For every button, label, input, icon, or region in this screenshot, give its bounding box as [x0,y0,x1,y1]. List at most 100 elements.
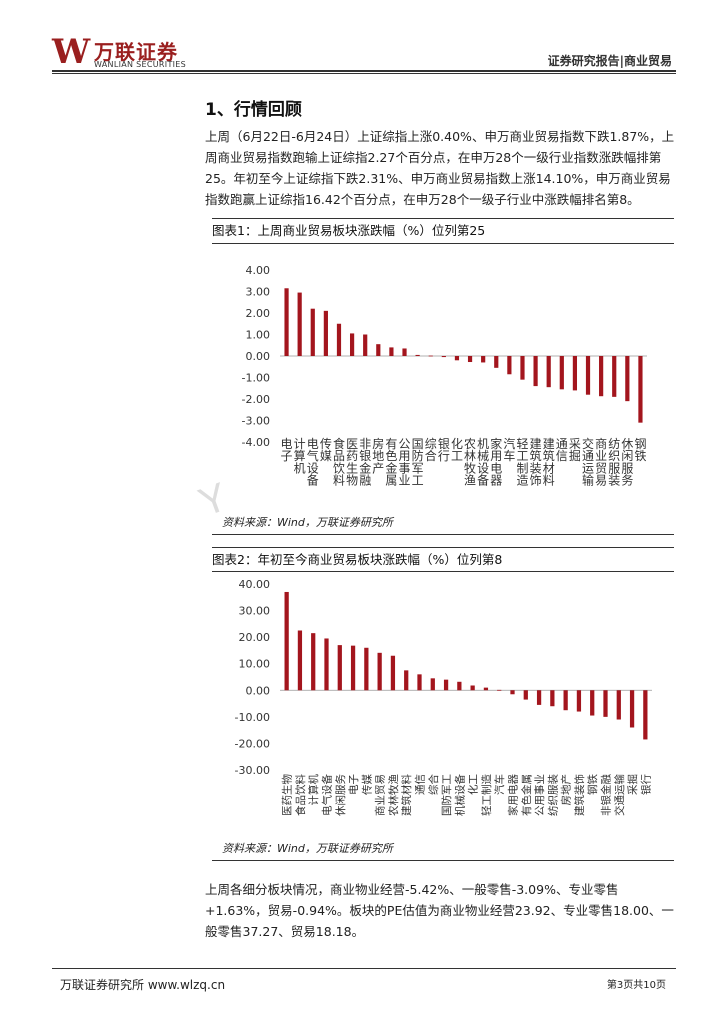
bar-综合 [430,678,435,691]
x-category-label: 农林牧渔 [387,774,400,816]
bar-轻工制造 [520,356,525,380]
x-category-label: 医药生物 [281,774,294,816]
x-category-label: 轻工制造 [516,437,528,488]
bar-电子 [350,645,356,691]
bar-电气设备 [324,638,329,691]
x-category-label: 机械设备 [453,774,466,816]
bar-家用电器 [494,356,499,368]
figure1-title-rule [212,243,674,244]
figure1-source: 资料来源：Wind，万联证券研究所 [222,516,393,529]
logo-en-text: WANLIAN SECURITIES [94,60,187,69]
bar-国防军工 [443,679,449,691]
bar-采掘 [572,356,578,391]
x-category-label: 通信 [415,774,427,795]
x-category-label: 商业贸易 [374,774,387,816]
bar-非银金融 [603,690,608,717]
bar-有色金属 [389,347,394,356]
bar-机械设备 [481,356,486,363]
x-category-label: 银行 [639,774,652,795]
bar-轻工制造 [483,687,489,691]
bar-休闲服务 [337,645,342,691]
x-category-label: 非银金融 [359,437,371,488]
x-category-label: 化工 [451,437,463,463]
x-category-label: 综合 [427,774,440,795]
x-category-label: 商业贸易 [595,436,607,488]
x-category-label: 非银金融 [600,774,613,816]
y-tick-label: -4.00 [242,436,270,449]
bar-机械设备 [457,681,462,691]
x-category-label: 休闲服务 [621,437,633,488]
x-category-label: 计算机 [307,774,320,806]
x-category-label: 计算机 [294,437,306,475]
bar-休闲服务 [625,356,630,402]
section-title: 1、行情回顾 [205,100,302,120]
bar-钢铁 [638,356,643,423]
x-category-label: 采掘 [626,774,639,795]
x-category-label: 建筑材料 [400,774,413,816]
x-category-label: 建筑装饰 [573,774,586,816]
x-category-label: 有色金属 [385,437,397,488]
bar-化工 [470,685,475,691]
chart-weekly-change: 4.00 3.00 2.00 1.00 0.00 -1.00 -2.00 -3.00 -4.00… [242,264,647,488]
x-category-label: 公用事业 [399,437,411,488]
bar-纺织服装 [612,356,617,397]
y-tick-label: -20.00 [235,737,270,750]
y-tick-label: 4.00 [246,264,271,277]
bar-交通运输 [616,690,621,720]
bar-房地产 [563,690,568,711]
subsector-paragraph: 上周各细分板块情况，商业物业经营-5.42%、一般零售-3.09%、专业零售+1… [205,882,674,939]
x-category-label: 银行 [438,437,450,463]
bar-医药生物 [349,333,355,356]
y-tick-label: -1.00 [242,372,270,385]
y-tick-label: -2.00 [242,393,270,406]
bar-计算机 [297,292,302,356]
bar-采掘 [629,690,635,728]
x-category-label: 有色金属 [520,774,533,816]
bar-公用事业 [536,690,542,705]
bar-国防军工 [415,354,420,356]
bar-商业贸易 [377,652,382,691]
y-tick-label: 1.00 [246,329,271,342]
bar-综合 [428,355,433,357]
x-category-label: 建筑装饰 [530,437,542,488]
x-category-label: 电气设备 [321,774,334,816]
y-tick-label: 30.00 [239,605,271,618]
x-category-label: 化工 [467,774,480,795]
market-review-paragraph: 上周（6月22日-6月24日）上证综指上涨0.40%、申万商业贸易指数下跌1.8… [205,129,675,207]
bar-家用电器 [510,690,515,695]
figure2-title: 图表2：年初至今商业贸易板块涨跌幅（%）位列第8 [212,552,503,567]
bar-计算机 [311,633,316,691]
y-tick-label: 0.00 [246,684,271,697]
y-tick-label: 20.00 [239,631,271,644]
x-category-label: 交通运输 [582,436,594,488]
x-category-label: 电子 [281,437,293,463]
x-category-label: 房地产 [560,774,573,806]
y-tick-label: 10.00 [239,658,271,671]
x-category-label: 传媒 [320,436,332,463]
bar-农林牧渔 [467,356,473,363]
bar-商业贸易 [599,356,604,397]
bar-银行 [643,690,648,740]
x-category-label: 交通运输 [613,774,626,816]
figure1-bottom-rule [212,534,674,535]
page-number: 第3页共10页 [606,980,666,991]
bar-汽车 [507,356,512,375]
x-category-label: 汽车 [503,436,515,463]
x-category-label: 房地产 [372,436,384,475]
bar-传媒 [323,310,328,356]
x-category-label: 钢铁 [634,437,646,463]
figure2-top-rule [212,547,674,548]
x-category-label: 建筑材料 [543,437,555,488]
x-category-label: 综合 [425,437,437,463]
x-category-label: 家用电器 [490,436,502,488]
bar-医药生物 [284,591,289,691]
bar-传媒 [364,647,369,691]
x-category-label: 汽车 [493,774,506,795]
x-category-label: 食品饮料 [294,774,307,816]
x-category-label: 医药生物 [346,437,358,488]
figure2-title-rule [212,571,674,572]
bar-电气设备 [310,308,315,356]
bar-交通运输 [585,356,591,395]
bar-食品饮料 [297,630,303,691]
bar-电子 [284,288,289,356]
